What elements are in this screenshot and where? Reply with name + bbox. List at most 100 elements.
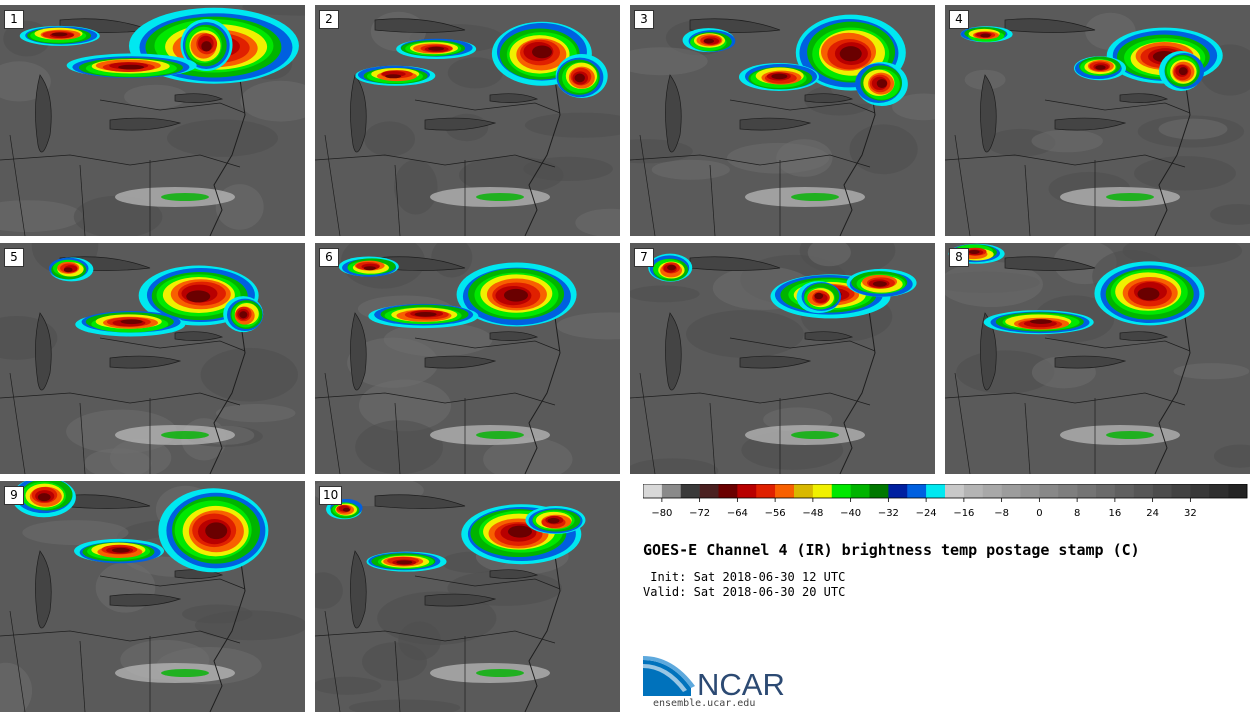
colorbar-bin xyxy=(1114,484,1135,498)
storm-contour xyxy=(186,290,211,303)
ir-map-member-3 xyxy=(630,14,935,236)
colorbar-bin xyxy=(1171,484,1191,498)
lake-ontario xyxy=(1119,331,1169,341)
member-panel-2: 2 xyxy=(315,5,620,236)
cloud-patch xyxy=(394,159,438,215)
storm-contour xyxy=(667,264,676,271)
low-cloud-core xyxy=(1106,431,1154,439)
lake-erie xyxy=(109,117,182,131)
cloud-patch xyxy=(22,520,129,546)
cloud-patch xyxy=(651,159,730,180)
low-cloud-core xyxy=(161,431,209,439)
border-line xyxy=(0,630,241,644)
cloud-patch xyxy=(630,47,708,76)
ir-map-member-5 xyxy=(0,243,298,474)
member-label: 2 xyxy=(319,10,339,29)
border-line xyxy=(414,575,561,590)
colorbar-tick-label: −48 xyxy=(802,508,823,519)
border-line xyxy=(324,610,341,712)
lake-michigan xyxy=(980,74,997,153)
colorbar-bin xyxy=(869,484,889,498)
member-label: 8 xyxy=(949,248,969,267)
border-line xyxy=(394,164,401,236)
low-cloud-core xyxy=(1106,193,1154,201)
storm-contour xyxy=(1137,287,1160,301)
cloud-patch xyxy=(945,261,1043,307)
page-title: GOES-E Channel 4 (IR) brightness temp po… xyxy=(643,541,1140,559)
valid-value: Sat 2018-06-30 20 UTC xyxy=(693,585,846,599)
border-line xyxy=(99,337,246,352)
member-panel-1: 1 xyxy=(0,5,305,236)
storm-contour xyxy=(574,73,585,83)
colorbar-bin xyxy=(1133,484,1153,498)
border-line xyxy=(79,164,86,236)
cloud-patch xyxy=(362,642,427,682)
lake-michigan xyxy=(35,550,52,629)
colorbar-tick-label: −72 xyxy=(689,508,710,519)
storm-contour xyxy=(239,311,248,319)
low-cloud-core xyxy=(476,193,524,201)
lake-michigan xyxy=(35,74,52,153)
init-value: Sat 2018-06-30 12 UTC xyxy=(693,570,846,584)
colorbar-bin xyxy=(1190,484,1210,498)
cloud-patch xyxy=(358,379,452,432)
storm-contour xyxy=(396,560,413,565)
lake-erie xyxy=(424,593,497,607)
coastline xyxy=(839,302,876,474)
storm-contour xyxy=(968,249,980,254)
member-label: 3 xyxy=(634,10,654,29)
colorbar-bin xyxy=(1077,484,1097,498)
border-line xyxy=(315,630,556,644)
colorbar-bin xyxy=(718,484,738,498)
cloud-patch xyxy=(630,458,719,474)
lake-michigan xyxy=(350,550,367,629)
cloud-patch xyxy=(575,208,620,236)
cloud-patch xyxy=(556,312,620,340)
colorbar-bin xyxy=(775,484,795,498)
colorbar-tick-label: 0 xyxy=(1036,508,1042,519)
valid-label: Valid: xyxy=(643,585,687,599)
storm-contour xyxy=(428,46,445,51)
storm-contour xyxy=(342,507,351,512)
colorbar-tick-label: −32 xyxy=(878,508,899,519)
lake-michigan xyxy=(350,74,367,153)
lake-erie xyxy=(1054,117,1127,131)
cloud-patch xyxy=(726,142,830,174)
border-line xyxy=(1044,99,1191,114)
border-line xyxy=(315,392,556,406)
lake-erie xyxy=(109,593,182,607)
member-label: 10 xyxy=(319,486,343,505)
valid-time: Valid: Sat 2018-06-30 20 UTC xyxy=(643,585,845,599)
cloud-patch xyxy=(200,347,298,402)
colorbar-tick-label: −16 xyxy=(953,508,974,519)
init-time: Init: Sat 2018-06-30 12 UTC xyxy=(643,570,845,584)
storm-contour xyxy=(507,525,532,538)
storm-contour xyxy=(51,32,68,37)
border-line xyxy=(945,154,1186,168)
colorbar-bin xyxy=(907,484,927,498)
coastline xyxy=(1154,302,1191,474)
member-panel-5: 5 xyxy=(0,243,305,474)
coastline xyxy=(1154,64,1191,236)
ir-map-member-1 xyxy=(0,5,305,236)
border-line xyxy=(630,154,871,168)
border-line xyxy=(414,337,561,352)
colorbar-tick-label: 16 xyxy=(1109,508,1122,519)
storm-contour xyxy=(547,517,560,524)
temperature-colorbar: −80 −72 −64 −56 −48 −40 −32 −24 −16 −8 0 8 16 24 32 xyxy=(643,484,1248,519)
member-panel-9: 9 xyxy=(0,481,305,712)
cloud-patch xyxy=(1210,204,1250,225)
map-outlines xyxy=(315,494,561,712)
ir-map-member-10 xyxy=(315,481,586,712)
coastline xyxy=(209,540,246,712)
storm-contour xyxy=(1178,67,1188,76)
colorbar-tick-label: −80 xyxy=(651,508,672,519)
coastline xyxy=(209,302,246,474)
colorbar-bin xyxy=(794,484,814,498)
map-outlines xyxy=(630,256,876,474)
border-line xyxy=(630,392,871,406)
colorbar-bin xyxy=(661,484,682,498)
lake-ontario xyxy=(174,93,224,103)
cloud-patch xyxy=(242,5,305,16)
storm-contour xyxy=(201,41,212,52)
